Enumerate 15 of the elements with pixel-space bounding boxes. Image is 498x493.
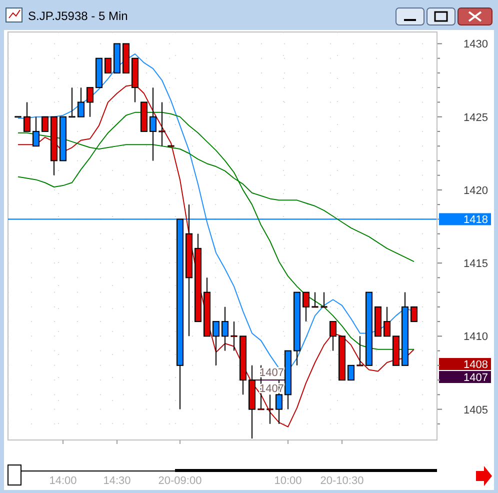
y-tick-label: 1425 (464, 112, 488, 124)
text: 1407 (464, 372, 488, 384)
y-tick-label: 1420 (464, 184, 488, 197)
x-tick-label: 20-09:00 (158, 475, 202, 487)
x-tick-label: 10:00 (274, 475, 302, 487)
x-tick-label: 20-10:30 (320, 475, 364, 487)
chart-title: S.JP.J5938 - 5 Min (28, 9, 128, 23)
text: 1408 (464, 359, 488, 371)
x-tick-label: 14:00 (49, 475, 77, 487)
y-tick-label: 1405 (464, 404, 488, 416)
x-tick-label: 14:30 (103, 475, 131, 487)
y-tick-label: 1430 (464, 38, 488, 51)
ref-line-label: 1418 (464, 214, 488, 226)
y-tick-label: 1410 (464, 331, 488, 344)
y-tick-label: 1415 (464, 258, 488, 270)
